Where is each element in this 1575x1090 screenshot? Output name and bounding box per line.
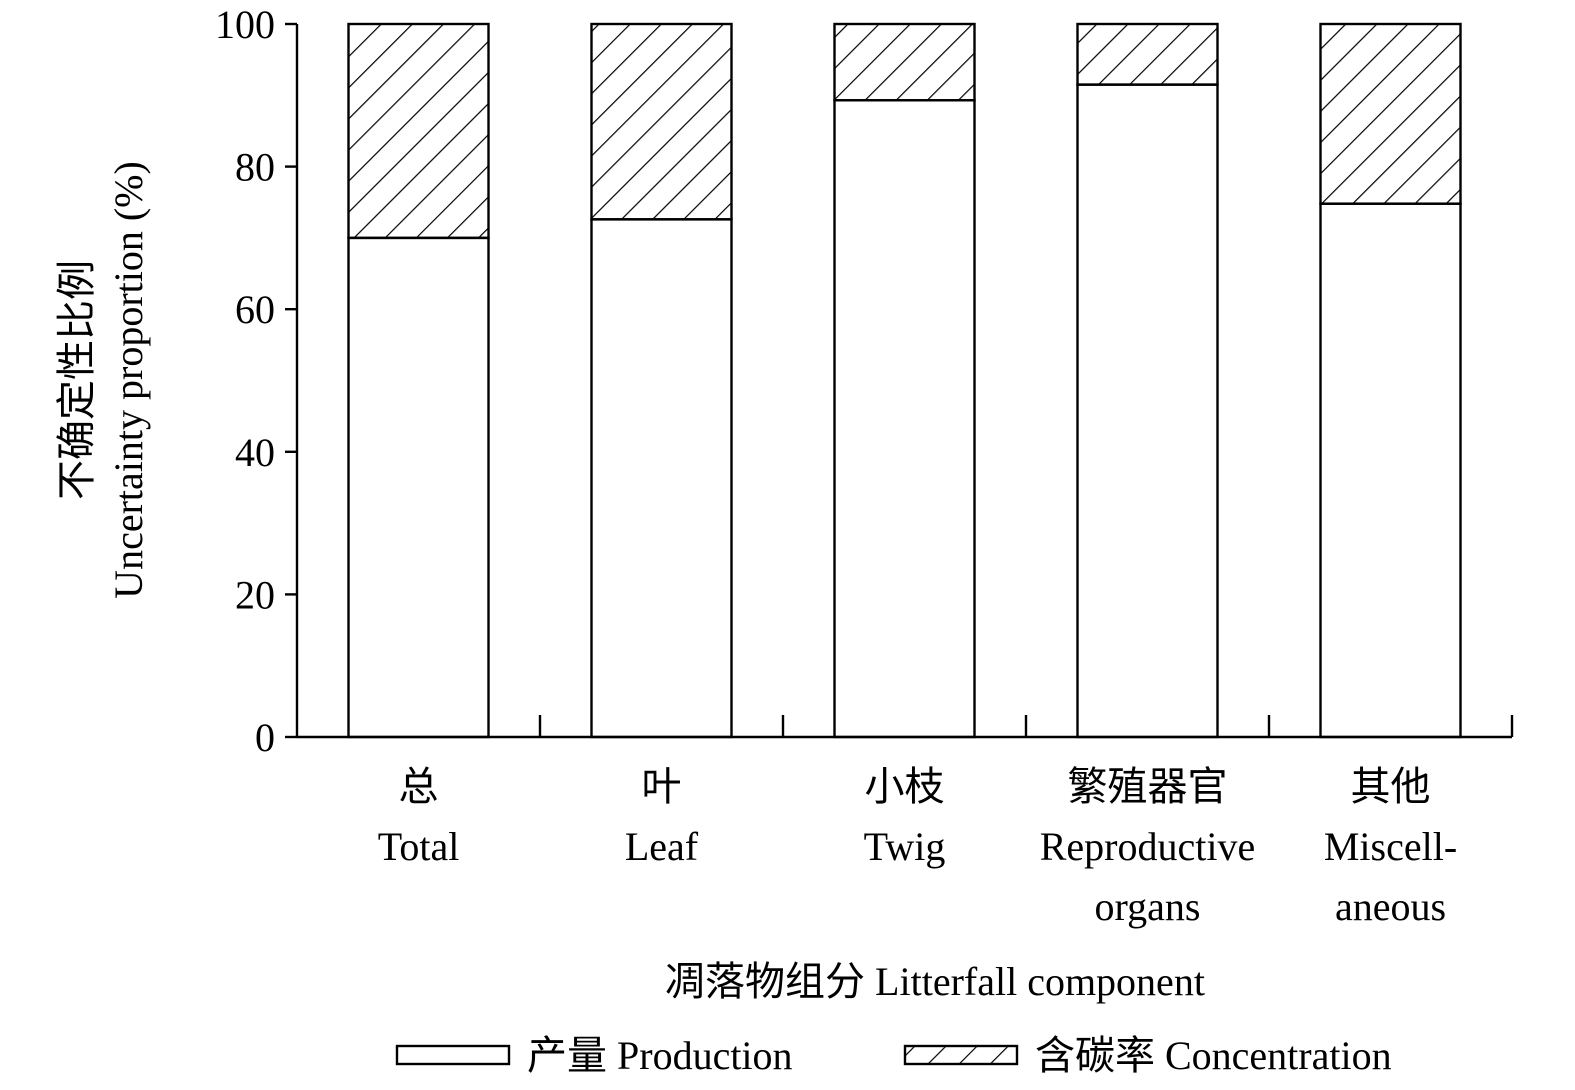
- x-tick-label: organs: [1095, 884, 1201, 929]
- legend-label: 含碳率 Concentration: [1035, 1033, 1392, 1078]
- bar-production: [1319, 202, 1462, 739]
- x-tick-label: Leaf: [625, 824, 699, 869]
- y-axis-title-line: 不确定性比例: [54, 260, 99, 500]
- legend-swatch-concentration: [903, 1044, 1019, 1066]
- bar-concentration: [1319, 22, 1462, 205]
- x-tick-label: Reproductive: [1040, 824, 1256, 869]
- y-tick-label: 20: [235, 572, 275, 617]
- bar-concentration: [833, 22, 976, 102]
- y-tick-label: 100: [215, 2, 275, 47]
- x-tick-label: aneous: [1335, 884, 1446, 929]
- bar-production: [347, 236, 490, 739]
- bar-production: [590, 218, 733, 739]
- x-tick-label: Twig: [864, 824, 946, 869]
- y-tick-label: 80: [235, 145, 275, 190]
- y-axis-title-line: Uncertainty proportion (%): [106, 161, 151, 599]
- legend-label: 产量 Production: [527, 1033, 793, 1078]
- y-axis-ticks: 0 20 40 60 80 100: [215, 2, 297, 760]
- x-axis-ticks: [538, 715, 1514, 737]
- bar-concentration: [590, 22, 733, 221]
- y-tick-label: 0: [255, 715, 275, 760]
- bar-concentration: [347, 22, 490, 240]
- y-axis-title: 不确定性比例 Uncertainty proportion (%): [54, 161, 151, 599]
- bar-production: [833, 99, 976, 739]
- x-axis-title: 凋落物组分 Litterfall component: [665, 959, 1205, 1004]
- x-tick-label: 其他: [1351, 764, 1431, 809]
- x-category-labels: 总 Total 叶 Leaf 小枝 Twig 繁殖器官 Reproductive organs 其…: [378, 764, 1457, 929]
- y-tick-label: 60: [235, 287, 275, 332]
- x-tick-label: 繁殖器官: [1068, 764, 1228, 809]
- legend-swatch-production: [395, 1044, 511, 1066]
- x-tick-label: 总: [399, 764, 439, 809]
- legend: 产量 Production 含碳率 Concentration: [395, 1033, 1392, 1078]
- x-tick-label: Total: [378, 824, 460, 869]
- x-tick-label: 小枝: [865, 764, 945, 809]
- bar-production: [1076, 83, 1219, 739]
- axes: [295, 24, 1512, 739]
- y-tick-label: 40: [235, 430, 275, 475]
- bar-concentration: [1076, 22, 1219, 86]
- bars-group: [347, 22, 1462, 739]
- x-tick-label: 叶: [642, 764, 682, 809]
- x-tick-label: Miscell-: [1324, 824, 1457, 869]
